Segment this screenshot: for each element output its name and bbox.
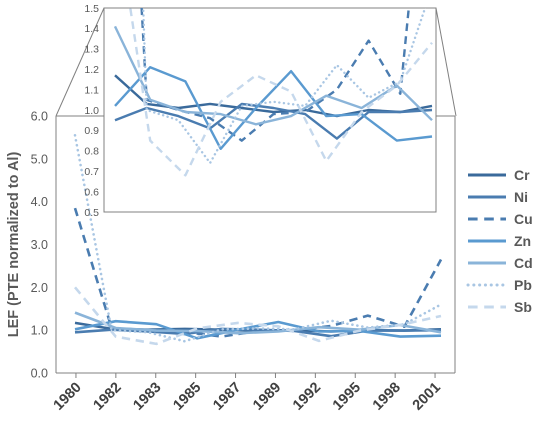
- legend-label-ni: Ni: [514, 189, 528, 205]
- x-tick-label: 1985: [170, 380, 204, 414]
- x-tick-label: 1992: [290, 380, 324, 414]
- inset-y-tick-label: 0.9: [84, 125, 99, 137]
- x-tick-label: 1989: [250, 380, 284, 414]
- legend-label-cu: Cu: [514, 211, 533, 227]
- inset-y-tick-label: 1.1: [84, 84, 99, 96]
- legend: Cr Ni Cu Zn Cd Pb Sb: [466, 167, 533, 315]
- inset-series-line-cd: [113, 25, 433, 126]
- y-tick-label: 1.0: [31, 324, 48, 338]
- series-line-cd: [74, 311, 442, 335]
- inset-y-tick-label: 1.0: [84, 105, 99, 117]
- y-tick-label: 0.0: [31, 367, 48, 381]
- x-tick-label: 1983: [130, 380, 164, 414]
- inset-series-line-pb: [142, 8, 427, 165]
- main-series-group: [73, 134, 443, 346]
- x-tick-label: 1982: [91, 380, 125, 414]
- legend-label-sb: Sb: [514, 299, 532, 315]
- y-tick-label: 4.0: [31, 195, 48, 209]
- inset-y-tick-label: 0.6: [84, 186, 99, 198]
- y-axis-title: LEF (PTE normalized to Al): [6, 152, 22, 338]
- inset-y-tick-label: 1.3: [84, 44, 99, 56]
- series-line-pb: [73, 134, 443, 343]
- inset-series-line-sb: [129, 8, 433, 177]
- inset-series-line-zn: [114, 65, 433, 151]
- x-tick-label: 1998: [370, 380, 404, 414]
- inset-series-group: [113, 8, 433, 177]
- series-line-sb: [73, 286, 442, 346]
- legend-label-zn: Zn: [514, 233, 531, 249]
- x-tick-label: 2001: [410, 380, 444, 414]
- series-line-cu: [73, 207, 443, 338]
- inset-zoom-connectors: [55, 7, 457, 117]
- series-line-zn: [74, 319, 442, 340]
- inset-y-tick-label: 0.7: [84, 166, 99, 178]
- inset-plot: 0.5 0.6 0.7 0.8 0.9 1.0 1.1 1.2 1.3 1.4 1.5: [84, 3, 437, 219]
- y-tick-label: 3.0: [31, 238, 48, 252]
- y-tick-label: 6.0: [31, 110, 48, 124]
- x-tick-label: 1995: [330, 380, 364, 414]
- y-tick-label: 2.0: [31, 281, 48, 295]
- inset-y-tick-label: 1.2: [84, 64, 99, 76]
- x-tick-label: 1980: [51, 380, 85, 414]
- legend-label-cr: Cr: [514, 167, 530, 183]
- zoom-connector-left: [55, 7, 105, 117]
- inset-series-line-cu: [140, 8, 410, 142]
- legend-label-cd: Cd: [514, 255, 533, 271]
- inset-series-line-ni: [114, 102, 433, 140]
- inset-y-tick-label: 0.5: [84, 207, 99, 219]
- inset-y-tick-label: 0.8: [84, 146, 99, 158]
- y-tick-label: 5.0: [31, 152, 48, 166]
- x-tick-label: 1987: [210, 380, 244, 414]
- legend-label-pb: Pb: [514, 277, 532, 293]
- inset-y-tick-label: 1.5: [84, 3, 99, 15]
- zoom-connector-right: [435, 7, 457, 117]
- inset-y-tick-label: 1.4: [84, 23, 99, 35]
